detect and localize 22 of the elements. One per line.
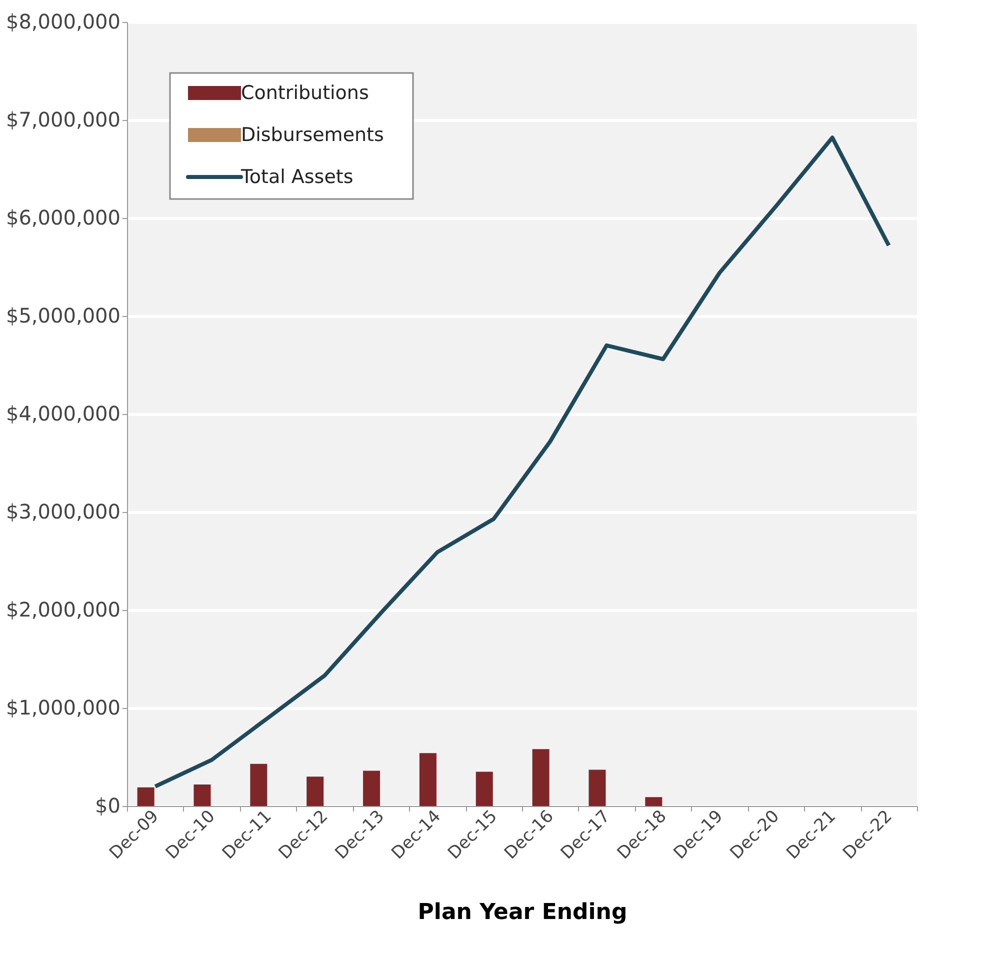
- bar: [194, 784, 211, 806]
- bar: [137, 787, 154, 806]
- y-tick-label: $5,000,000: [6, 304, 120, 328]
- bar: [532, 749, 550, 806]
- bar: [476, 772, 493, 806]
- legend-label: Contributions: [241, 82, 369, 104]
- y-tick-label: $1,000,000: [6, 696, 120, 720]
- bar: [363, 770, 380, 806]
- bar: [645, 797, 662, 806]
- bar: [250, 764, 268, 806]
- y-tick-label: $8,000,000: [6, 10, 120, 34]
- bar: [306, 776, 324, 806]
- bar: [588, 770, 606, 806]
- legend-label: Total Assets: [240, 166, 354, 188]
- bar: [419, 753, 436, 806]
- x-axis-title: Plan Year Ending: [418, 900, 628, 926]
- y-tick-label: $2,000,000: [6, 598, 120, 622]
- y-tick-label: $6,000,000: [6, 206, 120, 230]
- y-tick-label: $4,000,000: [6, 402, 120, 426]
- legend-label: Disbursements: [241, 124, 384, 146]
- y-tick-label: $7,000,000: [6, 108, 120, 132]
- y-tick-label: $3,000,000: [6, 500, 120, 524]
